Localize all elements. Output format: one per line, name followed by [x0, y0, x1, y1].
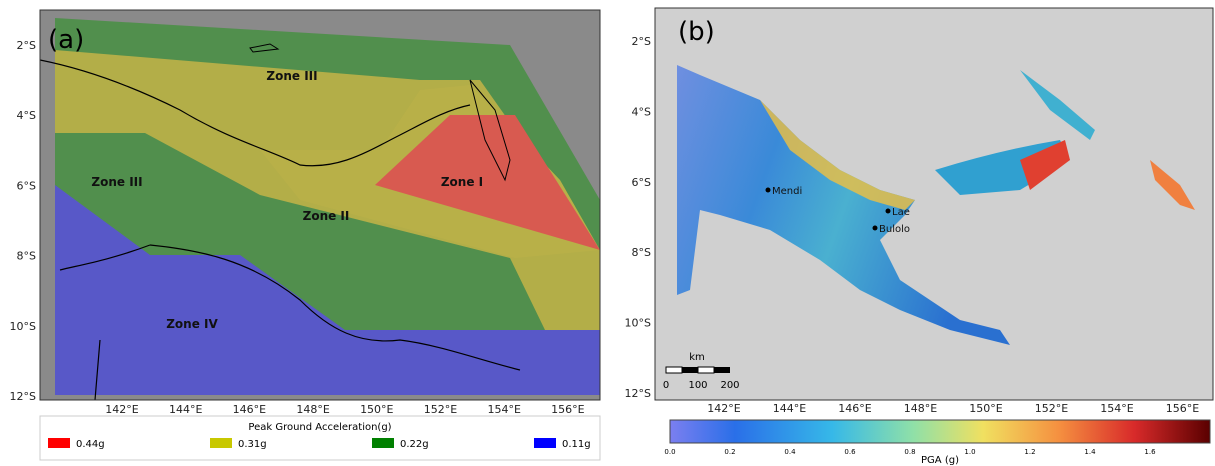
figure: (a) Zone III Zone III Zone II Zone I Zon… [0, 0, 1215, 466]
lon-tick-label: 156°E [1166, 402, 1199, 415]
lat-tick-label: 8°S [17, 250, 36, 263]
lat-tick-label: 12°S [625, 387, 651, 400]
lon-tick-label: 154°E [1100, 402, 1133, 415]
lon-tick-label: 156°E [551, 403, 584, 416]
legend-swatch [534, 438, 556, 448]
colorbar-tick-label: 0.2 [724, 448, 735, 456]
legend-swatch [48, 438, 70, 448]
zone-label: Zone III [266, 69, 317, 83]
zone-label: Zone IV [166, 317, 218, 331]
colorbar-tick-label: 0.4 [784, 448, 796, 456]
page: {"panel_a": {"label": "(a)", "lat_ticks"… [0, 0, 1215, 466]
lon-tick-label: 146°E [233, 403, 266, 416]
lat-tick-label: 2°S [632, 35, 651, 48]
colorbar-label: PGA (g) [921, 455, 959, 466]
colorbar-tick-label: 1.2 [1024, 448, 1035, 456]
lat-tick-label: 10°S [10, 320, 36, 333]
legend-label: 0.31g [238, 439, 267, 450]
city-dot [873, 226, 878, 231]
legend-swatch [372, 438, 394, 448]
zone-label: Zone I [441, 175, 483, 189]
colorbar-tick-label: 0.6 [844, 448, 856, 456]
legend-label: 0.11g [562, 439, 591, 450]
lon-tick-label: 152°E [424, 403, 457, 416]
city-dot [766, 188, 771, 193]
panel-b: (b) Mendi Lae Bulolo km 0 100 200 2°S 4°S 6°S 8… [625, 8, 1213, 466]
lat-tick-label: 4°S [17, 109, 36, 122]
lon-tick-label: 154°E [487, 403, 520, 416]
lon-tick-label: 150°E [360, 403, 393, 416]
lon-tick-label: 142°E [707, 402, 740, 415]
lat-tick-label: 4°S [632, 105, 651, 118]
city-label: Mendi [772, 186, 802, 197]
lon-tick-label: 148°E [904, 402, 937, 415]
panel-label: (a) [48, 25, 84, 55]
city-label: Lae [892, 207, 910, 218]
lon-tick-label: 142°E [105, 403, 138, 416]
legend-swatch [210, 438, 232, 448]
panel-a: (a) Zone III Zone III Zone II Zone I Zon… [10, 10, 600, 460]
lon-tick-label: 152°E [1035, 402, 1068, 415]
colorbar [670, 420, 1210, 443]
lon-tick-label: 150°E [969, 402, 1002, 415]
colorbar-tick-label: 0.0 [664, 448, 675, 456]
lat-tick-label: 8°S [632, 246, 651, 259]
lat-tick-label: 6°S [632, 176, 651, 189]
zone-label: Zone III [91, 175, 142, 189]
city-label: Bulolo [879, 224, 910, 235]
scale-label: 100 [688, 380, 707, 391]
lat-tick-label: 2°S [17, 39, 36, 52]
lon-tick-label: 144°E [773, 402, 806, 415]
panel-label: (b) [678, 17, 715, 47]
lon-tick-label: 144°E [169, 403, 202, 416]
scale-bar [666, 367, 730, 373]
colorbar-tick-label: 0.8 [904, 448, 915, 456]
scale-label: 200 [720, 380, 739, 391]
legend-label: 0.44g [76, 439, 105, 450]
lon-tick-label: 148°E [296, 403, 329, 416]
lat-tick-label: 10°S [625, 317, 651, 330]
colorbar-tick-label: 1.6 [1144, 448, 1156, 456]
zone-label: Zone II [303, 209, 350, 223]
lat-tick-label: 12°S [10, 390, 36, 403]
colorbar-tick-label: 1.0 [964, 448, 975, 456]
lon-tick-label: 146°E [838, 402, 871, 415]
legend-label: 0.22g [400, 439, 429, 450]
scale-unit: km [689, 352, 705, 363]
city-dot [886, 209, 891, 214]
colorbar-tick-label: 1.4 [1084, 448, 1096, 456]
scale-label: 0 [663, 380, 669, 391]
lat-tick-label: 6°S [17, 179, 36, 192]
legend-title: Peak Ground Acceleration(g) [248, 422, 391, 433]
